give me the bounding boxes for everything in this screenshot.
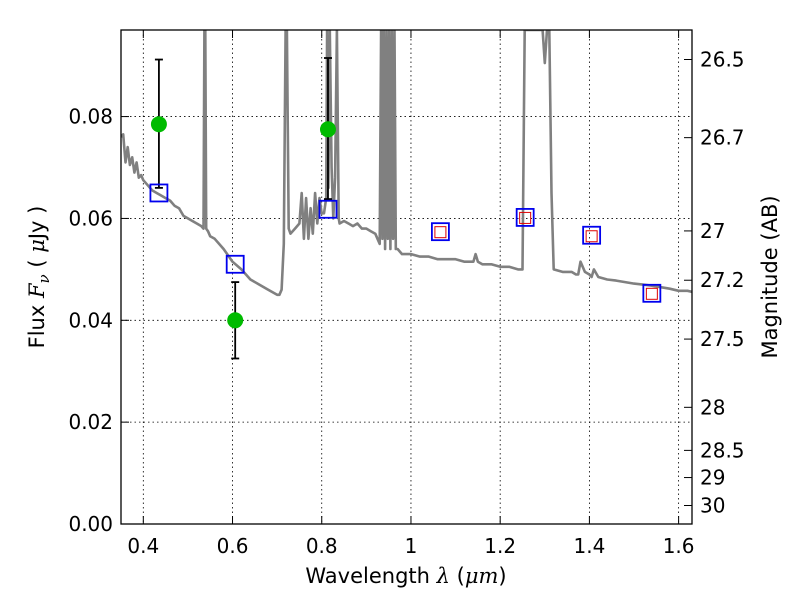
observed-point-marker — [227, 312, 244, 329]
model-square-marker — [318, 199, 338, 219]
x-tick-label: 1.4 — [573, 534, 605, 558]
mag-tick-label: 26.7 — [700, 126, 745, 150]
grid — [121, 30, 692, 524]
x-tick-label: 1.6 — [663, 534, 695, 558]
mag-tick-label: 26.5 — [700, 48, 745, 72]
sed-template-layer — [121, 30, 692, 297]
observed-point-marker — [150, 116, 167, 133]
model-square-marker — [582, 225, 602, 245]
x-tick-label: 0.8 — [306, 534, 338, 558]
y-tick-label: 0.06 — [68, 206, 113, 230]
y-axis-title: Flux Fν ( μJy ) — [25, 206, 53, 349]
model-square-marker — [225, 254, 245, 274]
nir-square-marker — [585, 230, 598, 243]
mag-tick-label: 28.5 — [700, 438, 745, 462]
nir-square-marker — [645, 287, 658, 300]
sed-template-line — [121, 30, 692, 297]
model-square-marker — [642, 283, 662, 303]
y-tick-label: 0.04 — [68, 308, 113, 332]
magnitude-axis-title: Magnitude (AB) — [758, 195, 782, 358]
nir-square-marker — [434, 226, 447, 239]
mag-tick-label: 27.2 — [700, 268, 745, 292]
x-tick-label: 1 — [405, 534, 418, 558]
x-tick-label: 1.2 — [484, 534, 516, 558]
photometry-markers — [149, 57, 662, 360]
mag-tick-label: 29 — [700, 466, 725, 490]
model-square-marker — [431, 222, 450, 242]
nir-square-marker — [519, 211, 532, 224]
x-axis-title: Wavelength λ (μm) — [305, 564, 506, 588]
mag-tick-label: 28 — [700, 395, 725, 419]
axis-ticks: 0.4 0.6 0.8 1 1.2 1.4 1.6 0.00 0.02 0.04 0.06 0.08 2… — [68, 30, 745, 558]
plot-frame — [120, 29, 693, 525]
observed-point-marker — [319, 121, 336, 138]
y-tick-label: 0.08 — [68, 105, 113, 129]
x-tick-label: 0.6 — [217, 534, 249, 558]
mag-tick-label: 27.5 — [700, 327, 745, 351]
mag-tick-label: 30 — [700, 494, 725, 518]
y-tick-label: 0.02 — [68, 410, 113, 434]
y-tick-label: 0.00 — [68, 512, 113, 536]
x-tick-label: 0.4 — [127, 534, 159, 558]
mag-tick-label: 27 — [700, 219, 725, 243]
model-square-marker — [515, 208, 535, 227]
model-square-marker — [149, 183, 169, 203]
